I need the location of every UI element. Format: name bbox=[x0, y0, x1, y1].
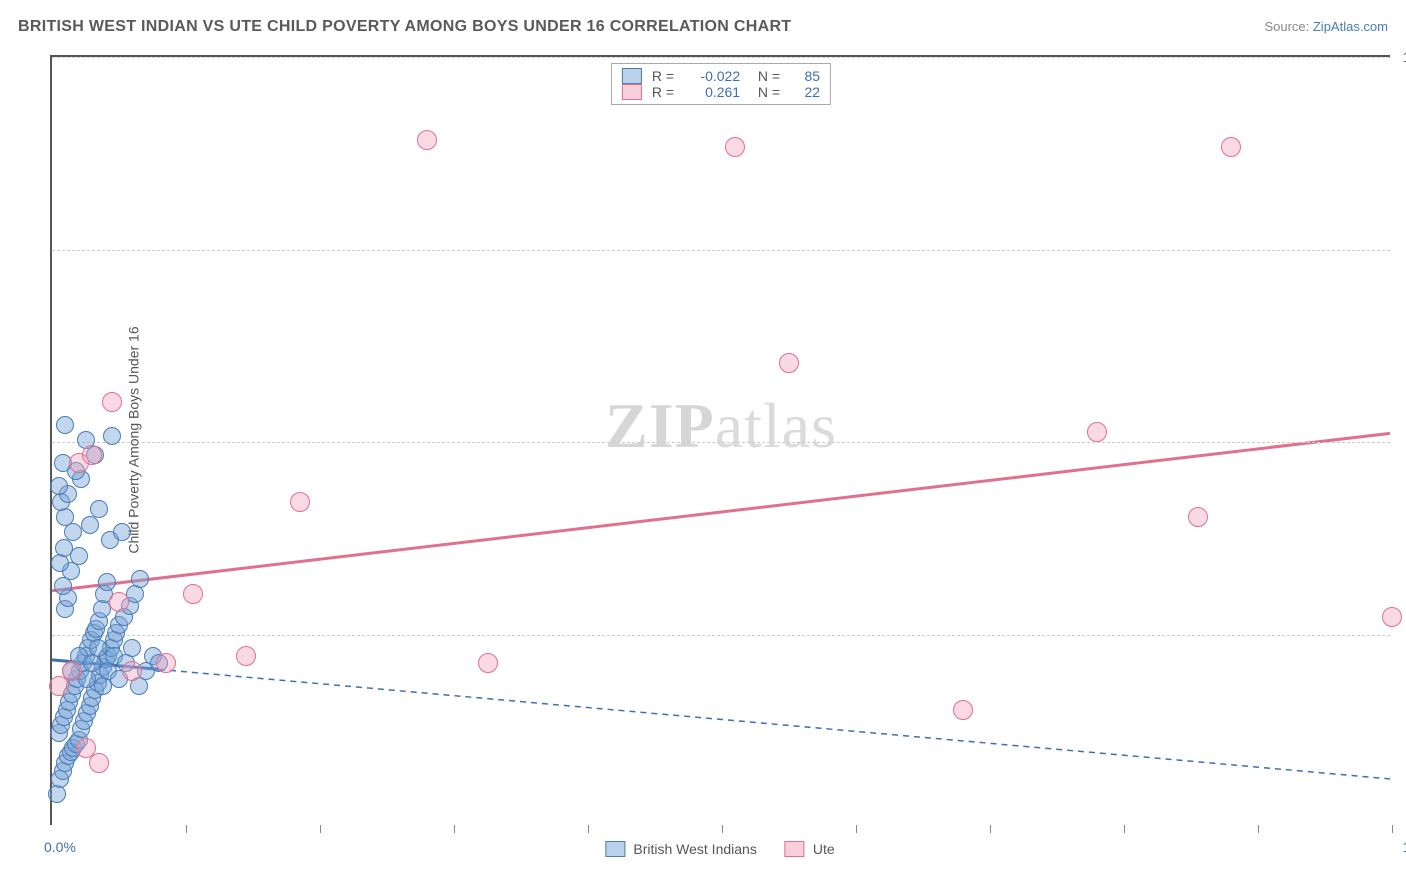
data-point-pink bbox=[89, 753, 109, 773]
data-point-pink bbox=[290, 492, 310, 512]
data-point-blue bbox=[54, 577, 72, 595]
y-axis-label: Child Poverty Among Boys Under 16 bbox=[126, 326, 142, 553]
stats-legend: R =-0.022 N =85R =0.261 N =22 bbox=[611, 63, 831, 105]
data-point-pink bbox=[478, 653, 498, 673]
data-point-blue bbox=[50, 477, 68, 495]
plot-region: ZIPatlas R =-0.022 N =85R =0.261 N =22 2… bbox=[50, 55, 1390, 825]
stats-row-blue: R =-0.022 N =85 bbox=[622, 68, 820, 84]
data-point-pink bbox=[62, 661, 82, 681]
gridline-h bbox=[52, 635, 1390, 636]
x-axis-max-label: 100.0% bbox=[1403, 839, 1406, 855]
chart-area: ZIPatlas R =-0.022 N =85R =0.261 N =22 2… bbox=[50, 55, 1390, 825]
x-tick bbox=[320, 825, 321, 833]
stats-row-pink: R =0.261 N =22 bbox=[622, 84, 820, 100]
data-point-pink bbox=[156, 653, 176, 673]
data-point-pink bbox=[122, 661, 142, 681]
swatch-pink bbox=[622, 84, 642, 100]
gridline-h bbox=[52, 57, 1390, 58]
source-link[interactable]: ZipAtlas.com bbox=[1313, 19, 1388, 34]
regression-lines bbox=[52, 57, 1390, 825]
y-tick-label: 100.0% bbox=[1403, 49, 1406, 65]
data-point-pink bbox=[102, 392, 122, 412]
data-point-blue bbox=[103, 427, 121, 445]
data-point-blue bbox=[48, 785, 66, 803]
x-tick bbox=[856, 825, 857, 833]
data-point-pink bbox=[183, 584, 203, 604]
data-point-pink bbox=[236, 646, 256, 666]
data-point-blue bbox=[51, 554, 69, 572]
swatch-blue bbox=[622, 68, 642, 84]
data-point-pink bbox=[779, 353, 799, 373]
swatch-blue bbox=[605, 841, 625, 857]
data-point-pink bbox=[1382, 607, 1402, 627]
data-point-blue bbox=[55, 539, 73, 557]
data-point-blue bbox=[123, 639, 141, 657]
x-tick bbox=[722, 825, 723, 833]
data-point-blue bbox=[98, 573, 116, 591]
chart-title: BRITISH WEST INDIAN VS UTE CHILD POVERTY… bbox=[18, 18, 791, 36]
x-axis-legend: British West Indians Ute bbox=[605, 841, 834, 857]
data-point-blue bbox=[93, 600, 111, 618]
x-tick bbox=[1392, 825, 1393, 833]
source-label: Source: ZipAtlas.com bbox=[1264, 19, 1388, 34]
legend-item-blue: British West Indians bbox=[605, 841, 756, 857]
x-tick bbox=[588, 825, 589, 833]
data-point-pink bbox=[1087, 422, 1107, 442]
data-point-pink bbox=[417, 130, 437, 150]
data-point-blue bbox=[81, 516, 99, 534]
x-tick bbox=[1124, 825, 1125, 833]
x-tick bbox=[454, 825, 455, 833]
x-tick bbox=[1258, 825, 1259, 833]
x-axis-min-label: 0.0% bbox=[44, 839, 76, 855]
watermark: ZIPatlas bbox=[605, 389, 837, 463]
data-point-blue bbox=[56, 416, 74, 434]
data-point-pink bbox=[82, 445, 102, 465]
data-point-pink bbox=[725, 137, 745, 157]
data-point-pink bbox=[1188, 507, 1208, 527]
data-point-blue bbox=[131, 570, 149, 588]
legend-item-pink: Ute bbox=[785, 841, 835, 857]
data-point-pink bbox=[109, 592, 129, 612]
data-point-blue bbox=[56, 508, 74, 526]
data-point-blue bbox=[90, 500, 108, 518]
x-tick bbox=[990, 825, 991, 833]
data-point-pink bbox=[953, 700, 973, 720]
gridline-h bbox=[52, 250, 1390, 251]
data-point-pink bbox=[1221, 137, 1241, 157]
chart-header: BRITISH WEST INDIAN VS UTE CHILD POVERTY… bbox=[18, 18, 1388, 36]
swatch-pink bbox=[785, 841, 805, 857]
gridline-h bbox=[52, 442, 1390, 443]
x-tick bbox=[186, 825, 187, 833]
